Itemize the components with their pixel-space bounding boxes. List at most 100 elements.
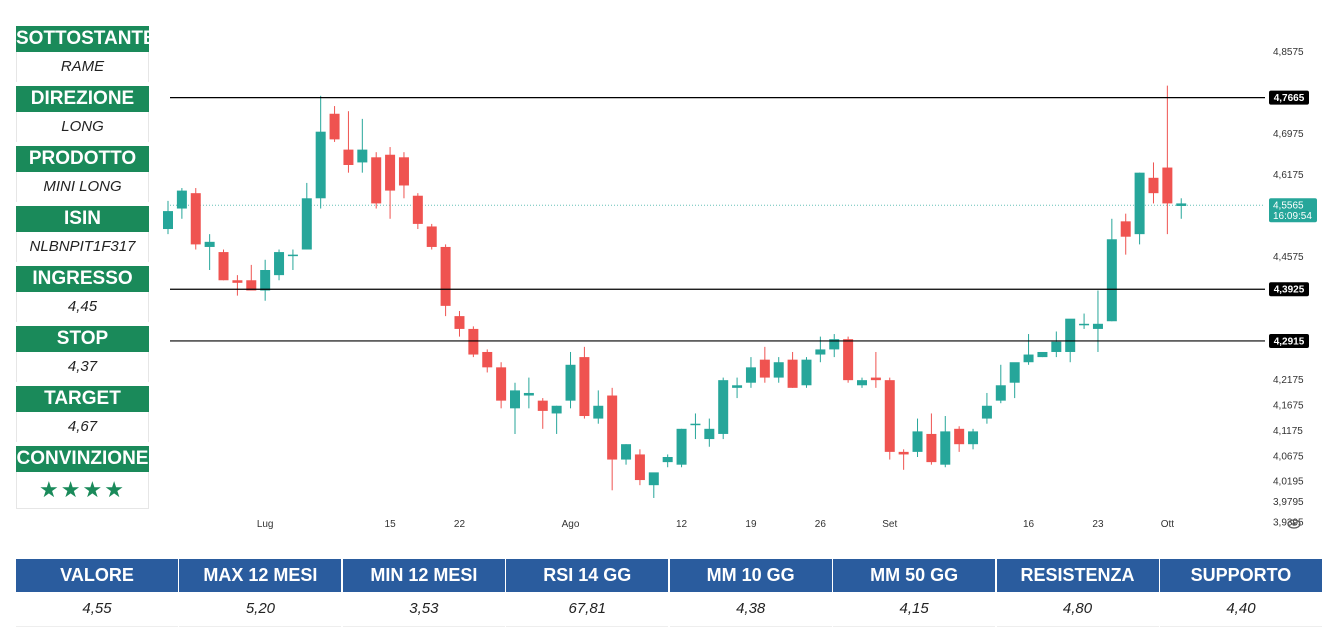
candle-body [176, 190, 187, 209]
candle-body [815, 349, 826, 355]
info-sidebar: SOTTOSTANTE RAME DIREZIONE LONG PRODOTTO… [16, 26, 156, 509]
y-tick-label: 4,0195 [1273, 476, 1304, 487]
candle [343, 111, 354, 173]
candle-body [343, 149, 354, 165]
candle [329, 106, 340, 142]
candle [981, 392, 992, 424]
value-max-12-mesi: 5,20 [179, 592, 342, 627]
candle [246, 264, 257, 291]
candle-body [690, 423, 701, 426]
x-tick-label: 12 [676, 519, 688, 530]
candle-body [579, 357, 590, 417]
value-resistenza: 4,80 [996, 592, 1159, 627]
candle-body [163, 211, 173, 230]
candle-body [718, 380, 729, 434]
candle [412, 193, 423, 230]
candle [1092, 290, 1103, 352]
value-stop: 4,37 [16, 352, 149, 382]
candle [510, 382, 520, 434]
candle [1065, 318, 1076, 363]
label-isin: ISIN [16, 206, 149, 232]
candle-body [426, 226, 437, 247]
value-isin: NLBNPIT1F317 [16, 232, 149, 262]
x-axis: Lug 15 22 Ago 12 19 26 Set 16 23 Ott [257, 519, 1174, 530]
value-mm-10-gg: 4,38 [669, 592, 832, 627]
y-tick-label: 4,0675 [1273, 452, 1304, 463]
candle [1079, 313, 1090, 329]
candle [621, 444, 632, 465]
candle-body [315, 131, 326, 199]
candle-body [593, 405, 604, 419]
candle-body [232, 280, 243, 283]
candle-body [773, 362, 784, 378]
candle-body [1162, 167, 1173, 204]
candle [912, 418, 923, 457]
level-label: 4,3925 [1274, 285, 1305, 296]
candle-body [1037, 351, 1048, 358]
candle [523, 377, 534, 409]
conviction-stars: ★★★★ [16, 472, 149, 509]
candle-body [1023, 354, 1034, 363]
candle-body [190, 193, 201, 245]
candle-body [274, 252, 285, 276]
y-tick-label: 4,6975 [1273, 129, 1304, 140]
candle-body [732, 385, 743, 388]
candle [287, 249, 298, 271]
y-tick-label: 4,2175 [1273, 375, 1304, 386]
label-direzione: DIREZIONE [16, 86, 149, 112]
candle [1176, 198, 1187, 219]
level-label: 4,2915 [1274, 336, 1305, 347]
eye-icon[interactable] [1287, 519, 1301, 529]
candle [773, 357, 784, 383]
candle [496, 362, 507, 409]
y-tick-label: 4,1175 [1273, 426, 1303, 437]
candle-body [454, 316, 465, 329]
candlestick-chart: 4,8575 4,6975 4,6175 4,4575 4,2175 4,1675 4,11… [163, 47, 1317, 530]
candle-body [801, 359, 812, 386]
candle [163, 200, 173, 235]
candle-body [565, 364, 576, 401]
candle [301, 182, 312, 250]
header-resistenza: RESISTENZA [996, 559, 1159, 592]
x-tick-label: Ott [1161, 519, 1175, 530]
candle-body [621, 444, 632, 460]
candle [1037, 351, 1048, 358]
candle-body [829, 339, 840, 350]
candle-body [1134, 172, 1145, 235]
candle [274, 249, 285, 281]
candle [898, 449, 909, 470]
candle [676, 428, 687, 468]
candle-body [676, 428, 687, 465]
candle [1009, 362, 1020, 399]
candle [1051, 331, 1062, 358]
x-tick-label: Set [882, 519, 897, 530]
candle [718, 377, 729, 440]
candle-body [704, 428, 715, 440]
candles [163, 85, 1265, 498]
header-max-12-mesi: MAX 12 MESI [179, 559, 342, 592]
value-rsi-14-gg: 67,81 [506, 592, 669, 627]
candle [204, 234, 215, 271]
candle-body [662, 456, 673, 463]
candle [857, 377, 867, 388]
candle-body [1120, 221, 1131, 237]
candle [926, 413, 937, 465]
candle-body [385, 154, 396, 191]
label-sottostante: SOTTOSTANTE [16, 26, 156, 52]
candle-body [357, 149, 368, 163]
last-price-tag [1269, 198, 1317, 223]
candle-body [857, 380, 867, 386]
candle [968, 428, 979, 450]
level-label: 4,7665 [1274, 93, 1305, 104]
header-mm-50-gg: MM 50 GG [833, 559, 996, 592]
candle-body [329, 113, 340, 140]
y-tick-label: 4,8575 [1273, 47, 1304, 58]
candle [579, 346, 590, 419]
x-tick-label: 16 [1023, 519, 1035, 530]
candle [843, 336, 854, 383]
x-tick-label: 22 [454, 519, 466, 530]
candle-body [468, 328, 479, 355]
candle-body [648, 472, 659, 486]
candle [648, 472, 659, 498]
candle [1162, 85, 1173, 235]
